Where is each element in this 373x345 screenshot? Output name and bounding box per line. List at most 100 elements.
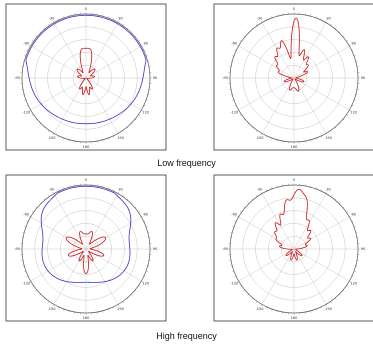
- angle-minor-tick: [26, 275, 29, 277]
- angle-minor-tick: [325, 133, 327, 135]
- angle-minor-tick: [234, 275, 237, 277]
- angle-minor-tick: [320, 18, 322, 21]
- plot-frame: [213, 174, 373, 322]
- angle-minor-tick: [35, 290, 38, 292]
- polar-grid-spoke: [30, 216, 87, 250]
- angle-tick-label: 60: [351, 213, 356, 217]
- polar-grid-spoke: [238, 216, 295, 250]
- polar-grid-spoke: [261, 22, 295, 79]
- angle-minor-tick: [24, 226, 26, 228]
- angle-minor-tick: [234, 50, 237, 52]
- angle-tick-label: -60: [23, 42, 30, 46]
- angle-minor-tick: [48, 195, 50, 197]
- angle-minor-tick: [330, 24, 332, 26]
- angle-minor-tick: [243, 35, 246, 37]
- angle-minor-tick: [349, 45, 351, 47]
- angle-minor-tick: [354, 270, 356, 272]
- angle-minor-tick: [271, 16, 273, 18]
- angle-tick-label: -30: [49, 16, 56, 20]
- angle-minor-tick: [349, 280, 351, 282]
- angle-minor-tick: [351, 104, 354, 106]
- angle-minor-tick: [232, 226, 234, 228]
- polar-grid-spoke: [293, 45, 350, 79]
- angle-minor-tick: [24, 270, 26, 272]
- polar-grid-spoke: [293, 77, 327, 134]
- angle-minor-tick: [29, 216, 31, 218]
- angle-minor-tick: [339, 202, 341, 204]
- angle-minor-tick: [112, 189, 114, 192]
- angle-minor-tick: [271, 309, 273, 311]
- angle-minor-tick: [127, 198, 129, 201]
- angle-minor-tick: [251, 126, 253, 129]
- angle-minor-tick: [330, 301, 332, 303]
- angle-minor-tick: [117, 21, 119, 23]
- angle-minor-tick: [330, 195, 332, 197]
- angle-minor-tick: [43, 297, 45, 300]
- angle-minor-tick: [243, 206, 246, 208]
- angle-minor-tick: [351, 221, 354, 223]
- angle-minor-tick: [266, 18, 268, 21]
- angle-minor-tick: [58, 135, 60, 138]
- angle-minor-tick: [141, 109, 143, 111]
- angle-minor-tick: [63, 187, 65, 189]
- angle-tick-label: 30: [118, 187, 123, 191]
- angle-minor-tick: [237, 109, 239, 111]
- angle-minor-tick: [320, 189, 322, 192]
- angle-minor-tick: [107, 16, 109, 18]
- angle-minor-tick: [138, 211, 140, 213]
- angle-minor-tick: [325, 21, 327, 23]
- angle-minor-tick: [35, 35, 38, 37]
- polar-plot-low-right-svg: 0 30 60 90 120 150 180 -150 -120 -90 -60 -30: [213, 3, 373, 151]
- angle-minor-tick: [247, 294, 249, 296]
- polar-grid-spoke: [30, 45, 87, 79]
- plot-frame: [213, 3, 373, 151]
- angle-minor-tick: [39, 123, 41, 125]
- polar-grid-spoke: [293, 248, 350, 282]
- plot-frame: [5, 3, 167, 151]
- polar-grid-spoke: [30, 77, 87, 111]
- angle-tick-label: 120: [350, 282, 358, 286]
- angle-tick-label: 150: [117, 136, 125, 140]
- angle-minor-tick: [138, 285, 140, 287]
- angle-minor-tick: [243, 119, 246, 121]
- angle-minor-tick: [335, 198, 337, 201]
- angle-minor-tick: [39, 294, 41, 296]
- angle-minor-tick: [26, 104, 29, 106]
- angle-minor-tick: [63, 138, 65, 140]
- polar-grid-spoke: [85, 22, 119, 79]
- angle-tick-label: 120: [142, 282, 150, 286]
- polar-grid-spoke: [293, 193, 327, 250]
- angle-minor-tick: [342, 119, 345, 121]
- angle-minor-tick: [134, 206, 137, 208]
- angle-minor-tick: [48, 130, 50, 132]
- angle-minor-tick: [315, 16, 317, 18]
- angle-minor-tick: [32, 40, 34, 42]
- polar-grid-spoke: [85, 248, 119, 305]
- angle-tick-label: 0: [293, 7, 296, 11]
- caption-low-frequency: Low frequency: [157, 158, 216, 168]
- angle-tick-label: 150: [117, 307, 125, 311]
- polar-plot-high-left-svg: 0 30 60 90 120 150 180 -150 -120 -90 -60 -30: [5, 174, 167, 322]
- polar-grid-spoke: [85, 45, 142, 79]
- angle-minor-tick: [330, 130, 332, 132]
- angle-minor-tick: [251, 297, 253, 300]
- angle-minor-tick: [63, 309, 65, 311]
- angle-minor-tick: [131, 294, 133, 296]
- angle-minor-tick: [39, 31, 41, 33]
- caption-high-frequency: High frequency: [156, 331, 217, 341]
- angle-minor-tick: [335, 297, 337, 300]
- angle-minor-tick: [112, 135, 114, 138]
- angle-minor-tick: [335, 126, 337, 129]
- angle-tick-label: 0: [293, 178, 296, 182]
- angle-minor-tick: [134, 119, 137, 121]
- angle-tick-label: -60: [231, 213, 238, 217]
- angle-minor-tick: [351, 275, 354, 277]
- angle-minor-tick: [43, 27, 45, 30]
- angle-minor-tick: [342, 206, 345, 208]
- angle-minor-tick: [256, 195, 258, 197]
- angle-minor-tick: [240, 211, 242, 213]
- angle-minor-tick: [271, 187, 273, 189]
- angle-tick-label: 180: [83, 316, 91, 320]
- angle-tick-label: 90: [153, 247, 158, 251]
- angle-minor-tick: [127, 126, 129, 129]
